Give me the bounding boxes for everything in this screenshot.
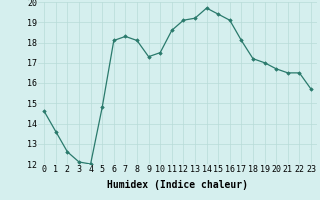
X-axis label: Humidex (Indice chaleur): Humidex (Indice chaleur) (107, 180, 248, 190)
